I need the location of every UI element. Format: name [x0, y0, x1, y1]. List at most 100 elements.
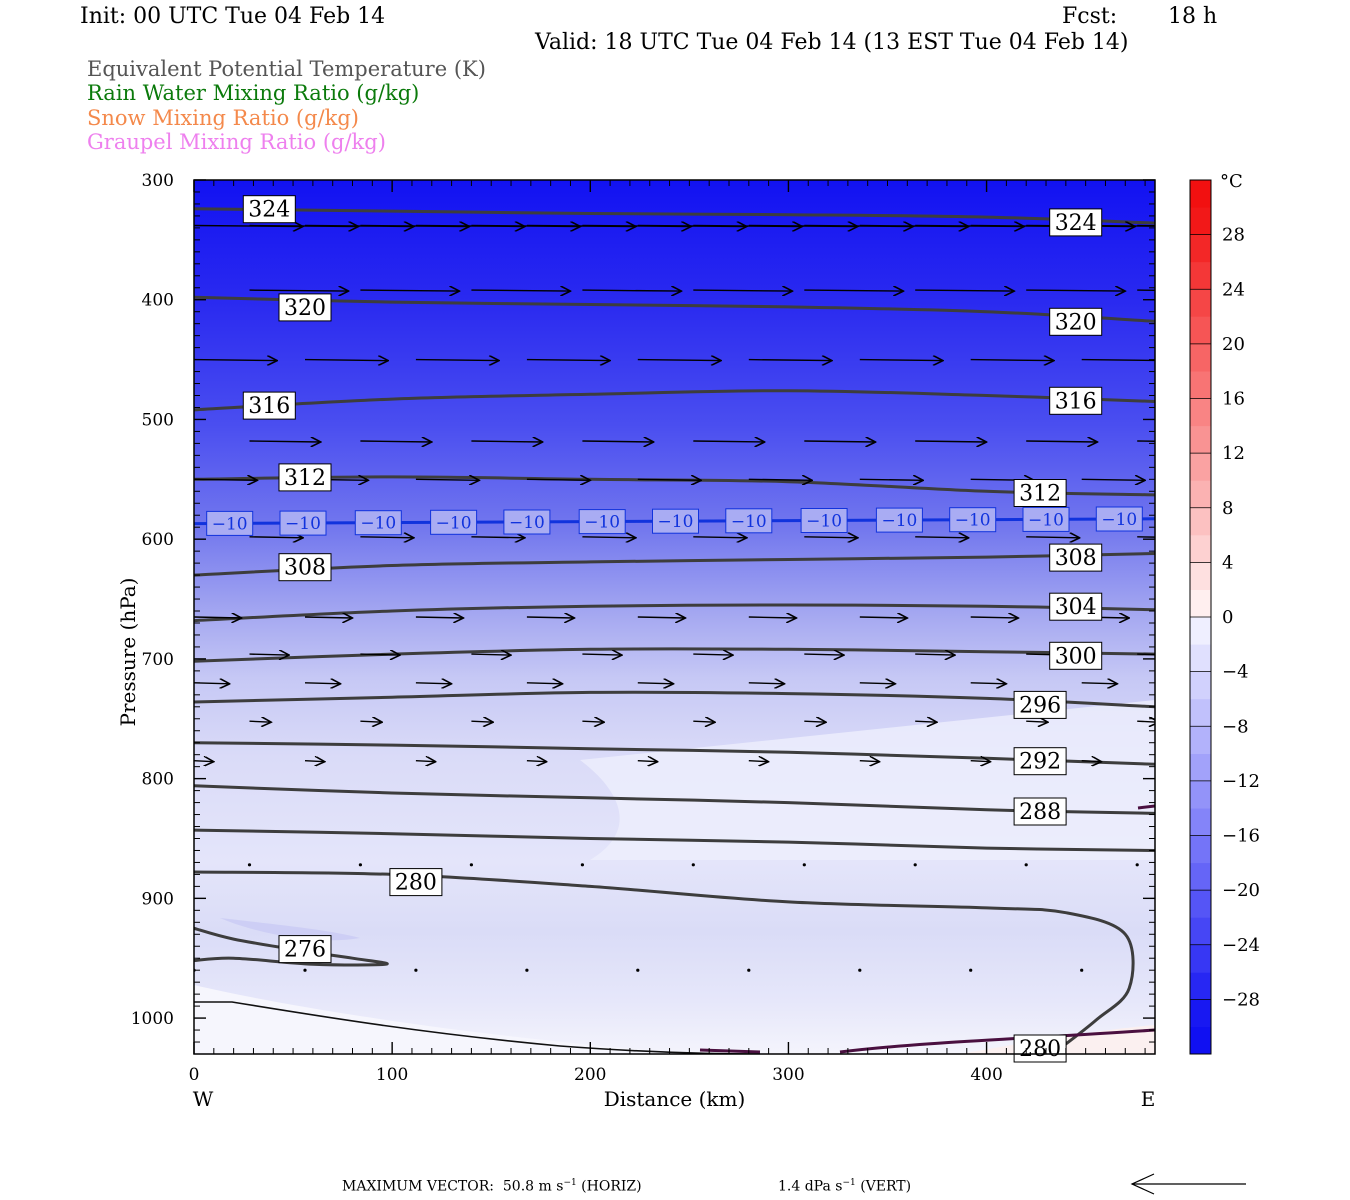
theta-e-label-box: [278, 463, 332, 492]
wind-vector: [915, 537, 969, 538]
isotherm-label-box: [578, 509, 626, 535]
wind-vector: [360, 441, 431, 442]
wind-vector: [1137, 721, 1155, 722]
legend-rain-water: Rain Water Mixing Ratio (g/kg): [87, 81, 420, 105]
wind-vector: [970, 617, 1019, 618]
colorbar-tick-label: 28: [1222, 225, 1245, 246]
theta-e-label: 324: [248, 198, 290, 223]
colorbar-swatch: [1190, 617, 1211, 645]
theta-e-label: 316: [248, 394, 290, 419]
x-tick-label: 200: [574, 1065, 606, 1085]
surface-shading-region: [194, 985, 700, 1054]
wind-vector: [693, 537, 747, 538]
colorbar-swatch: [1190, 207, 1211, 235]
colorbar-swatch: [1190, 780, 1211, 809]
colorbar-swatch: [1190, 944, 1211, 973]
colorbar-swatch: [1190, 562, 1211, 590]
colorbar-swatch: [1190, 726, 1211, 754]
wind-vector: [637, 479, 701, 480]
wind-vector: [304, 683, 341, 684]
isotherm-label-box: [1095, 506, 1143, 532]
isotherm-label-box: [503, 509, 551, 535]
wind-vector: [859, 761, 880, 762]
colorbar-swatch: [1190, 343, 1211, 372]
wind-vector: [471, 537, 525, 538]
isotherm-label: −10: [731, 512, 767, 532]
colorbar-swatch: [1190, 835, 1211, 864]
cross-section-chart: −10 −10 −10 −10 −10 −10 −10 −10 −10 −10 −10 −10 −103…: [116, 171, 1260, 1111]
colorbar-unit: °C: [1220, 171, 1243, 192]
theta-e-contour: [194, 690, 1155, 709]
graupel-contour: [1137, 804, 1155, 810]
theta-e-label-box: [278, 293, 332, 322]
light-shading-region: [580, 700, 1155, 860]
x-tick-label: 300: [772, 1065, 804, 1085]
colorbar-swatch: [1190, 480, 1211, 508]
wind-vector: [804, 290, 903, 291]
isotherm-label-box: [1022, 506, 1070, 532]
colorbar-swatch: [1190, 261, 1211, 290]
wind-vector: [304, 360, 388, 361]
wind-vector: [748, 479, 812, 480]
terrain-line: [194, 1001, 761, 1054]
max-vector-horiz-value: 50.8 m s: [502, 1178, 564, 1195]
isotherm-label: −10: [584, 513, 620, 533]
colorbar-swatch: [1190, 890, 1211, 918]
wind-vector: [802, 863, 806, 867]
colorbar-tick-label: 12: [1222, 443, 1245, 464]
colorbar-tick-label: −28: [1222, 989, 1260, 1010]
wind-vector: [249, 537, 304, 538]
theta-e-contour: [194, 389, 1155, 412]
y-tick-label: 500: [142, 410, 174, 430]
isotherm-label-box: [279, 510, 327, 536]
wind-vector: [360, 721, 382, 722]
wind-vector: [303, 968, 307, 972]
theta-e-label-box: [1013, 690, 1067, 719]
max-vector-label: MAXIMUM VECTOR:: [342, 1178, 494, 1195]
theta-e-label: 292: [1019, 750, 1061, 775]
x-tick-label: 100: [376, 1065, 408, 1085]
colorbar-tick-label: 20: [1222, 334, 1245, 355]
isotherm-label: −10: [1101, 510, 1137, 530]
wind-vector: [636, 968, 640, 972]
wind-vector: [1080, 968, 1084, 972]
colorbar-swatch: [1190, 507, 1211, 536]
east-label: E: [1141, 1087, 1156, 1111]
isotherm-label-box: [949, 507, 997, 533]
wind-vector: [969, 968, 973, 972]
wind-vector: [415, 683, 452, 684]
isotherm-label: −10: [436, 513, 472, 533]
y-tick-label: 900: [142, 889, 174, 909]
wind-vector: [247, 863, 252, 867]
wind-vector: [582, 654, 622, 655]
colorbar-swatch: [1190, 671, 1211, 700]
wind-vector: [915, 441, 986, 442]
wind-vector: [194, 479, 257, 480]
wind-vector: [913, 863, 917, 867]
colorbar-swatch: [1190, 234, 1211, 263]
colorbar-tick-label: −24: [1222, 935, 1260, 956]
wind-vector: [1081, 683, 1118, 684]
west-label: W: [193, 1087, 214, 1111]
colorbar-tick-label: −12: [1222, 771, 1260, 792]
wind-vector: [637, 617, 686, 618]
wind-vector: [526, 683, 563, 684]
wind-vector: [804, 654, 844, 655]
isotherm-label-box: [430, 509, 478, 535]
wind-vector: [748, 761, 769, 762]
theta-e-label: 288: [1019, 800, 1061, 825]
colorbar-swatch: [1190, 289, 1211, 317]
theta-e-label-box: [1013, 747, 1067, 776]
cold-shading-region: [220, 918, 360, 941]
wind-vector: [637, 360, 721, 361]
theta-e-label-box: [1049, 641, 1103, 670]
wind-vector: [970, 360, 1054, 361]
y-axis-label: Pressure (hPa): [116, 578, 140, 727]
wind-vector: [859, 617, 908, 618]
y-tick-label: 1000: [131, 1009, 174, 1029]
colorbar-tick-label: 0: [1222, 607, 1233, 628]
wind-vector: [970, 761, 991, 762]
isotherm-label-box: [725, 508, 773, 534]
wind-vector: [471, 290, 570, 291]
theta-e-contour: [194, 207, 1155, 225]
